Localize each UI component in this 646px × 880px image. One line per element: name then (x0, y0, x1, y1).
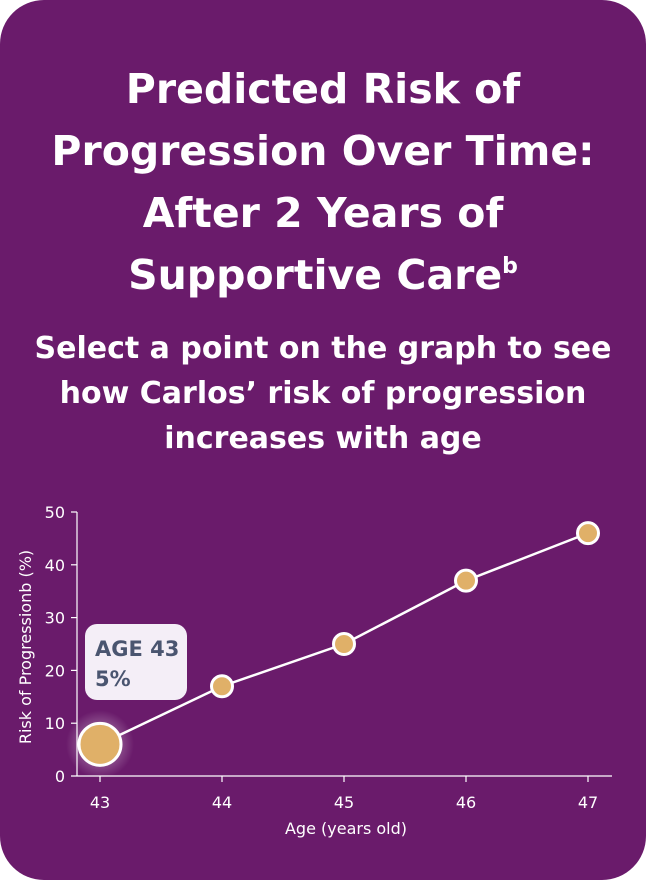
x-tick-label: 46 (456, 793, 476, 812)
y-tick-label: 0 (55, 767, 65, 786)
x-tick-label: 47 (578, 793, 598, 812)
x-tick-label: 45 (334, 793, 354, 812)
y-tick-label: 30 (45, 609, 65, 628)
tooltip-age: AGE 43 (95, 637, 180, 661)
y-tick-label: 40 (45, 556, 65, 575)
data-point[interactable] (332, 632, 356, 656)
title-footnote-marker: b (502, 254, 518, 279)
y-tick-label: 10 (45, 714, 65, 733)
chart-instructions: Select a point on the graph to see how C… (34, 331, 612, 456)
risk-line-chart: 0 10 20 30 40 50 43 44 45 46 47 Age (years old) Ri… (16, 503, 612, 838)
chart-title: Predicted Risk of Progression Over Time:… (51, 65, 595, 299)
x-tick-label: 43 (90, 793, 110, 812)
data-point[interactable] (576, 521, 600, 546)
x-tick-label: 44 (212, 793, 232, 812)
data-point[interactable] (210, 674, 234, 699)
data-point[interactable] (454, 568, 478, 593)
tooltip-risk: 5% (95, 667, 131, 691)
y-tick-label: 20 (45, 661, 65, 680)
data-point-selected[interactable] (77, 721, 123, 767)
y-axis-label: Risk of Progressionb (%) (16, 550, 35, 744)
x-axis-label: Age (years old) (285, 819, 407, 838)
y-tick-label: 50 (45, 503, 65, 522)
selected-point-tooltip: AGE 43 5% (85, 624, 187, 700)
